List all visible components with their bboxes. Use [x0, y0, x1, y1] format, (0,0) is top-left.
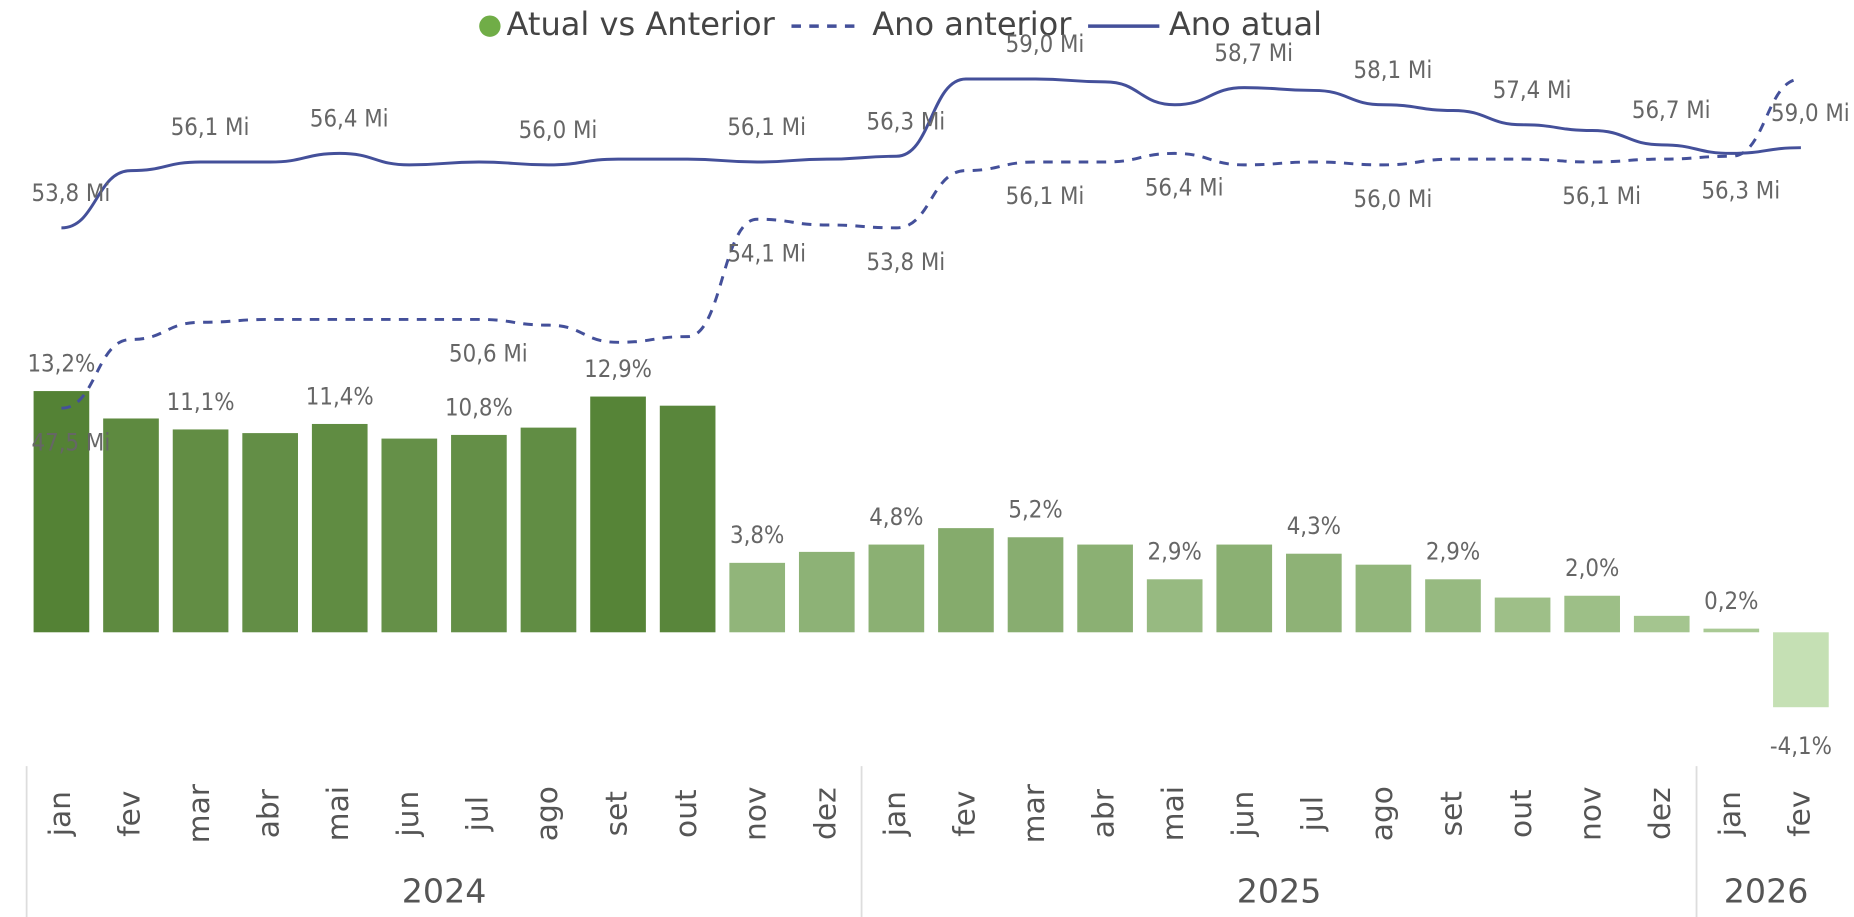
bar [1146, 579, 1203, 633]
bar [1633, 615, 1690, 633]
x-tick-label: jan [43, 791, 78, 837]
bar [729, 562, 786, 633]
bar [659, 405, 716, 633]
bar-label: 2,9% [1148, 538, 1202, 566]
line-label: 56,1 Mi [1006, 182, 1085, 210]
x-tick-label: nov [739, 786, 774, 841]
bar [381, 438, 438, 633]
legend-label: Atual vs Anterior [507, 5, 776, 43]
bar [1564, 595, 1620, 633]
line-label: 56,7 Mi [1632, 96, 1711, 124]
bar [103, 418, 159, 633]
legend-label: Ano atual [1169, 5, 1322, 43]
bar [1216, 544, 1273, 633]
line-label: 56,3 Mi [867, 108, 946, 136]
line-label: 59,0 Mi [1771, 99, 1850, 127]
x-tick-label: jul [1295, 796, 1330, 832]
line-label: 56,4 Mi [310, 105, 389, 133]
x-tick-label: abr [252, 788, 287, 838]
bar-label: 12,9% [584, 355, 652, 383]
line-label: 56,1 Mi [1562, 182, 1641, 210]
bar [1077, 544, 1133, 633]
line-label: 53,8 Mi [32, 179, 111, 207]
bar [938, 528, 994, 633]
bar-label: 4,3% [1287, 512, 1341, 540]
bar [1286, 553, 1342, 633]
bar-label: 0,2% [1704, 587, 1758, 615]
x-tick-label: fev [947, 791, 982, 837]
line-label: 47,5 Mi [32, 428, 111, 456]
x-tick-label: jun [391, 791, 426, 838]
bar [868, 544, 925, 633]
x-tick-label: jan [878, 791, 913, 837]
line-label: 56,1 Mi [171, 113, 250, 141]
bar [1703, 628, 1760, 633]
bar [1425, 579, 1481, 633]
bar-label: 10,8% [445, 393, 513, 421]
x-tick-label: mar [182, 783, 217, 843]
x-tick-label: dez [808, 787, 843, 840]
x-tick-label: set [600, 791, 635, 836]
line-label: 57,4 Mi [1493, 76, 1572, 104]
line-series [61, 77, 1801, 230]
bar [242, 433, 298, 633]
legend-label: Ano anterior [872, 5, 1072, 43]
bar [33, 391, 90, 633]
x-tick-label: mar [1017, 783, 1052, 843]
line-label: 56,0 Mi [519, 116, 598, 144]
x-tick-label: mai [321, 786, 356, 841]
x-tick-label: fev [112, 791, 147, 837]
bar [1773, 632, 1829, 708]
bar [451, 434, 507, 633]
line-label: 54,1 Mi [727, 239, 806, 267]
line-series [61, 77, 1802, 410]
bar-label: 4,8% [869, 503, 923, 531]
bar-label: -4,1% [1770, 732, 1832, 760]
group-label: 2025 [1237, 872, 1322, 911]
bar [1355, 564, 1412, 633]
bar-label: 2,9% [1426, 538, 1480, 566]
x-tick-label: fev [1782, 791, 1817, 837]
line-label: 50,6 Mi [449, 340, 528, 368]
bar-label: 11,1% [167, 388, 235, 416]
bar [1007, 537, 1064, 633]
bar [311, 423, 368, 633]
x-tick-label: jul [460, 796, 495, 832]
x-tick-label: jun [1226, 791, 1261, 838]
bar [590, 396, 646, 633]
x-tick-label: ago [530, 786, 565, 841]
x-tick-label: set [1435, 791, 1470, 836]
line-label: 58,7 Mi [1214, 39, 1293, 67]
group-label: 2026 [1724, 872, 1809, 911]
x-tick-label: abr [1087, 788, 1122, 838]
line-label: 59,0 Mi [1006, 30, 1085, 58]
x-tick-label: out [1504, 789, 1539, 838]
bar-label: 11,4% [306, 382, 374, 410]
line-label: 56,1 Mi [727, 113, 806, 141]
x-tick-label: mai [1156, 786, 1191, 841]
line-label: 56,4 Mi [1145, 174, 1224, 202]
group-label: 2024 [402, 872, 487, 911]
bar [172, 429, 229, 633]
line-label: 58,1 Mi [1354, 56, 1433, 84]
x-tick-label: dez [1643, 787, 1678, 840]
bar-label: 3,8% [730, 521, 784, 549]
bar [798, 551, 855, 633]
bar-label: 2,0% [1565, 554, 1619, 582]
bar [520, 427, 577, 633]
x-tick-label: out [669, 789, 704, 838]
line-label: 56,3 Mi [1701, 176, 1780, 204]
bar-label: 5,2% [1008, 496, 1062, 524]
bar-label: 13,2% [27, 349, 95, 377]
line-label: 53,8 Mi [867, 248, 946, 276]
legend-swatch [479, 15, 501, 37]
line-label: 56,0 Mi [1354, 185, 1433, 213]
x-tick-label: nov [1574, 786, 1609, 841]
x-tick-label: jan [1713, 791, 1748, 837]
bar [1494, 597, 1551, 633]
x-tick-label: ago [1365, 786, 1400, 841]
